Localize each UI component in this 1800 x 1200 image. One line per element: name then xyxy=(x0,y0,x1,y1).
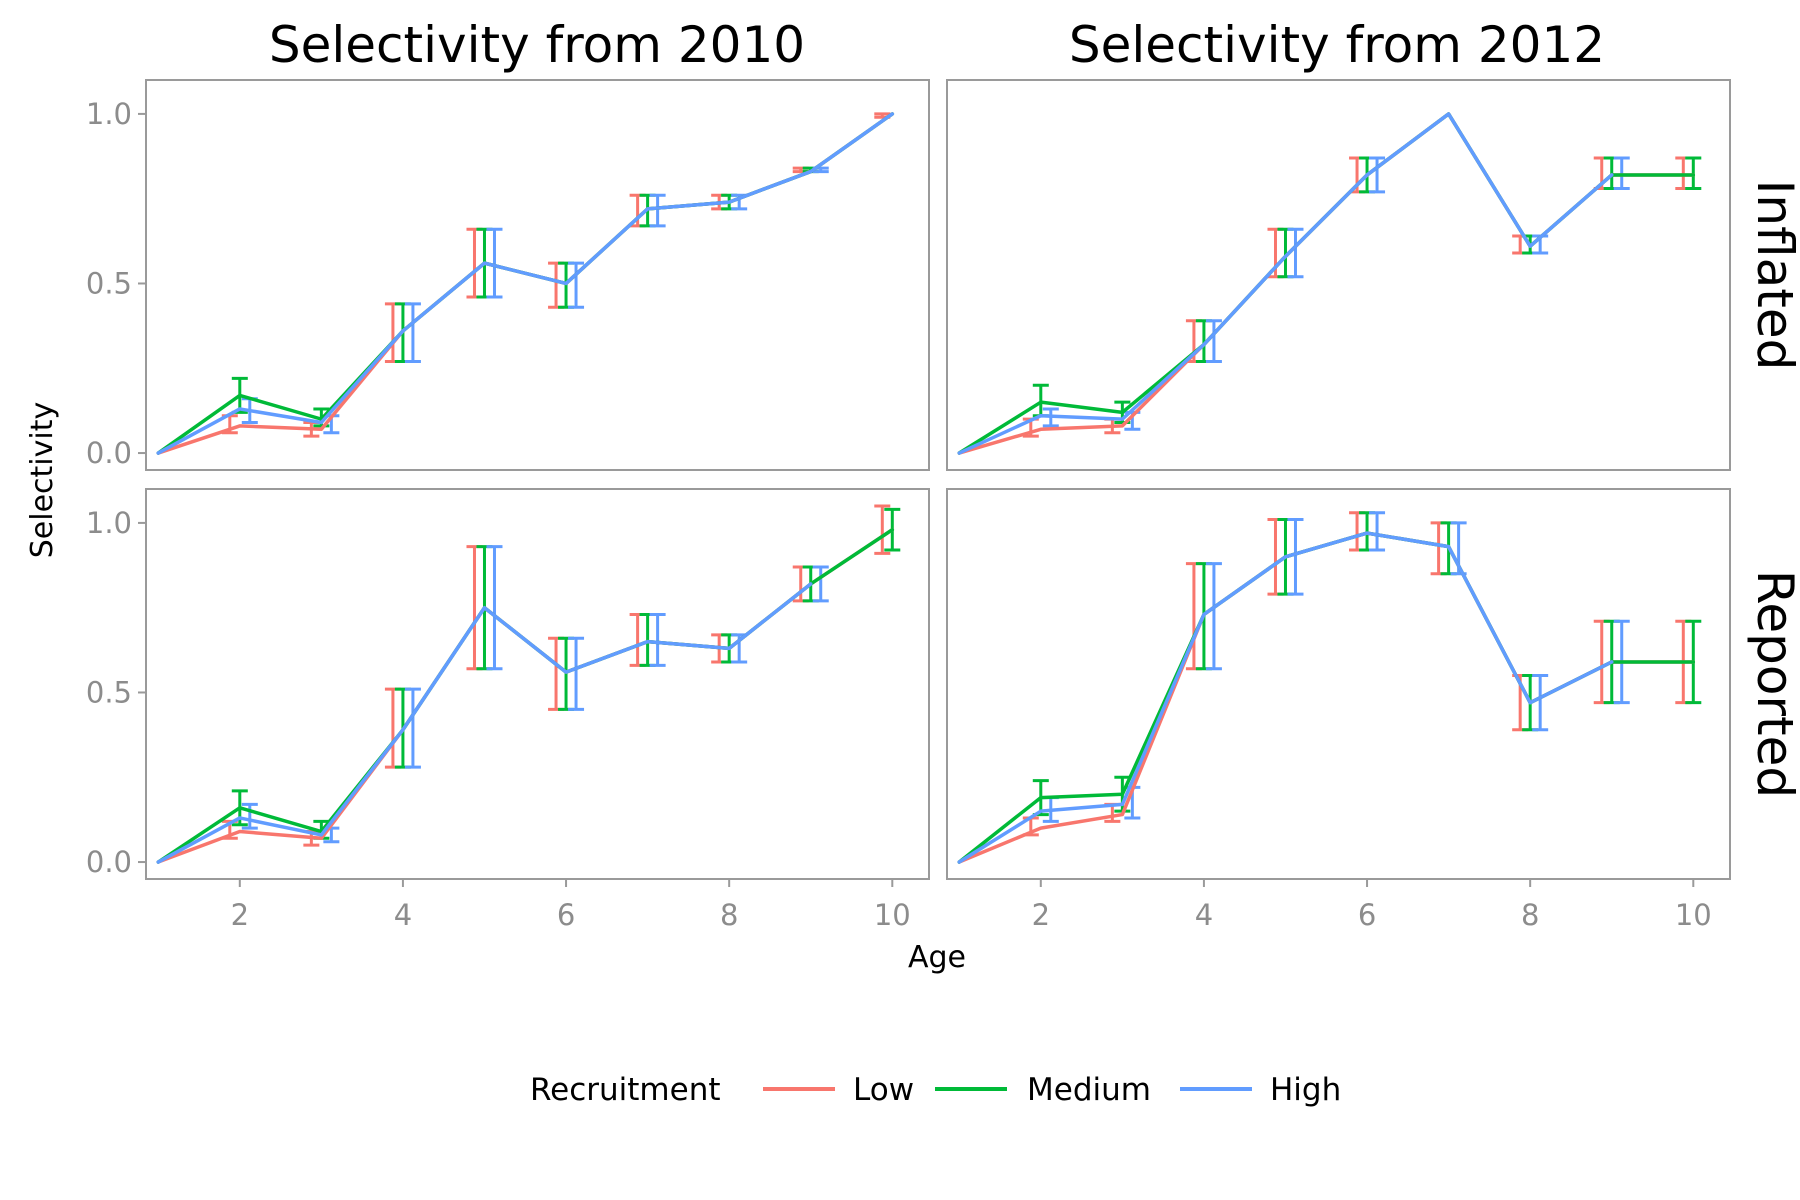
x-tick-label: 10 xyxy=(874,898,911,932)
panel-border xyxy=(145,79,930,471)
panel-border xyxy=(946,79,1731,471)
panel-border xyxy=(946,488,1731,880)
x-axis-title: Age xyxy=(908,940,966,975)
x-tick-label: 2 xyxy=(231,898,249,932)
strip-label-reported: Reported xyxy=(1746,570,1800,798)
panel-selectivity-from-2010-reported: 0.0 0.5 1.0 2 4 6 8 10 xyxy=(86,488,930,932)
series-line-low xyxy=(156,527,895,864)
series-line-high xyxy=(957,531,1614,864)
series-line-medium xyxy=(957,112,1696,455)
series-line-high xyxy=(156,582,813,864)
series-line-medium xyxy=(156,527,895,864)
series-line-medium xyxy=(957,531,1696,864)
panel-selectivity-from-2012-inflated xyxy=(946,79,1731,471)
panel-selectivity-from-2010-inflated: 0.0 0.5 1.0 xyxy=(86,79,930,471)
legend: Recruitment Low Medium High xyxy=(530,1072,1341,1108)
y-tick-label: 0.0 xyxy=(86,845,132,879)
y-tick-label: 0.5 xyxy=(86,266,132,300)
y-axis-title: Selectivity xyxy=(25,402,60,559)
x-tick-label: 2 xyxy=(1032,898,1050,932)
y-tick-label: 1.0 xyxy=(86,506,132,540)
y-tick-label: 0.5 xyxy=(86,675,132,709)
legend-title: Recruitment xyxy=(530,1072,721,1108)
panel-border xyxy=(145,488,930,880)
y-tick-label: 1.0 xyxy=(86,97,132,131)
x-tick-label: 6 xyxy=(1358,898,1376,932)
series-line-high xyxy=(957,112,1614,455)
strip-label-inflated: Inflated xyxy=(1746,180,1800,371)
x-tick-label: 4 xyxy=(1195,898,1213,932)
series-line-medium xyxy=(156,112,895,455)
legend-label-medium: Medium xyxy=(1027,1072,1151,1108)
x-tick-label: 8 xyxy=(1521,898,1539,932)
strip-title-2010: Selectivity from 2010 xyxy=(269,16,805,74)
panel-selectivity-from-2012-reported: 2 4 6 8 10 xyxy=(946,488,1731,932)
series-line-low xyxy=(957,531,1696,864)
x-tick-label: 6 xyxy=(557,898,575,932)
series-line-high xyxy=(156,112,895,455)
x-tick-label: 8 xyxy=(720,898,738,932)
y-tick-label: 0.0 xyxy=(86,436,132,470)
series-line-low xyxy=(957,112,1696,455)
x-tick-label: 4 xyxy=(394,898,412,932)
strip-title-2012: Selectivity from 2012 xyxy=(1069,16,1605,74)
legend-label-high: High xyxy=(1270,1072,1341,1108)
panels-group: 0.0 0.5 1.0 0.0 0.5 1.0 2 4 6 8 10 2 4 6 8 10 xyxy=(86,79,1731,932)
x-tick-label: 10 xyxy=(1675,898,1712,932)
legend-label-low: Low xyxy=(853,1072,914,1108)
